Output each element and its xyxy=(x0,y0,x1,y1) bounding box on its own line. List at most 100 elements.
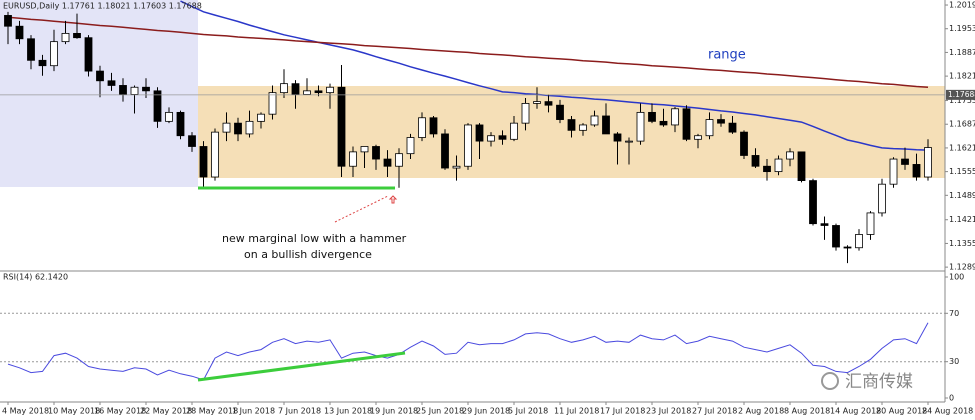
x-tick-label: 10 May 2018 xyxy=(48,407,100,416)
candle-body xyxy=(648,111,656,122)
candle-body xyxy=(613,133,622,142)
candle-body xyxy=(383,158,392,167)
candle-body xyxy=(257,113,265,122)
candle-body xyxy=(889,158,898,185)
candle-body xyxy=(337,86,346,167)
x-tick-label: 29 Jun 2018 xyxy=(462,407,510,416)
pointer-line xyxy=(334,195,389,223)
annotation: new marginal low with a hammer xyxy=(222,232,407,245)
candle-body xyxy=(521,103,530,124)
y-tick-label: 1.15550 xyxy=(949,167,975,176)
candle-body xyxy=(682,108,691,140)
candle-body xyxy=(694,135,702,140)
candle-body xyxy=(176,111,185,137)
candle-body xyxy=(567,119,576,131)
candle-body xyxy=(797,151,806,181)
moving-average xyxy=(7,16,929,88)
candle-body xyxy=(556,104,564,120)
candle-body xyxy=(418,117,426,138)
candle-body xyxy=(763,165,771,173)
rsi-line xyxy=(7,322,929,381)
candle-body xyxy=(406,137,415,155)
candle-body xyxy=(303,90,311,95)
candle-body xyxy=(912,164,921,178)
candle-body xyxy=(107,80,116,86)
candle-body xyxy=(728,122,737,133)
y-tick-label: 1.17530 xyxy=(949,96,975,105)
candle-body xyxy=(878,183,886,214)
candle-body xyxy=(924,147,932,178)
arrow-icon xyxy=(388,195,398,204)
candle-body xyxy=(533,101,541,104)
candle-body xyxy=(165,111,173,122)
rsi-title: RSI(14) 62.1420 xyxy=(3,273,68,282)
candle-body xyxy=(188,135,196,147)
candle-body xyxy=(27,38,35,61)
candle-body xyxy=(740,131,748,156)
candle-body xyxy=(245,120,254,135)
x-tick-label: 19 Jun 2018 xyxy=(370,407,418,416)
x-tick-label: 28 May 2018 xyxy=(186,407,238,416)
candle-body xyxy=(130,86,139,95)
candle-body xyxy=(659,120,668,126)
candle-body xyxy=(280,83,288,94)
x-tick-label: 27 Jul 2018 xyxy=(692,407,737,416)
candle-body xyxy=(153,90,162,122)
y-tick-label: 1.12890 xyxy=(949,263,975,272)
x-tick-label: 13 Jun 2018 xyxy=(324,407,372,416)
y-tick-label: 0 xyxy=(949,394,954,403)
candle-body xyxy=(268,92,277,115)
y-tick-label: 100 xyxy=(949,273,964,282)
candle-body xyxy=(314,90,323,94)
candle-body xyxy=(901,158,909,165)
candle-body xyxy=(395,153,403,167)
candle-body xyxy=(464,124,472,167)
annotation: on a bullish divergence xyxy=(244,248,372,261)
candle-body xyxy=(142,86,150,92)
candle-body xyxy=(855,234,863,249)
candle-body xyxy=(866,212,875,235)
candle-body xyxy=(119,85,127,95)
last-price-label: 1.17688 xyxy=(948,90,975,99)
x-tick-label: 22 May 2018 xyxy=(140,407,192,416)
x-tick-label: 7 Jun 2018 xyxy=(278,407,321,416)
candle-body xyxy=(751,155,760,167)
candle-body xyxy=(15,25,24,40)
y-tick-label: 1.19530 xyxy=(949,24,975,33)
divergence-line xyxy=(197,351,406,382)
candle-body xyxy=(579,124,587,131)
last-price-box xyxy=(946,89,975,100)
candle-body xyxy=(820,223,829,226)
candle-body xyxy=(326,86,334,94)
x-tick-label: 2 Aug 2018 xyxy=(738,407,784,416)
candle-body xyxy=(84,37,93,72)
annotation: range xyxy=(708,48,746,63)
candle-body xyxy=(510,122,518,140)
watermark: 汇商传媒 xyxy=(845,372,913,392)
y-tick-label: 1.13550 xyxy=(949,239,975,248)
candle-body xyxy=(38,59,47,67)
candle-body xyxy=(475,124,484,142)
candle-body xyxy=(498,135,507,140)
y-tick-label: 30 xyxy=(949,357,959,366)
x-tick-label: 5 Jul 2018 xyxy=(508,407,548,416)
x-tick-label: 8 Aug 2018 xyxy=(784,407,830,416)
candle-body xyxy=(636,111,645,142)
y-tick-label: 1.18870 xyxy=(949,48,975,57)
candle-body xyxy=(452,165,461,169)
x-tick-label: 14 Aug 2018 xyxy=(830,407,881,416)
y-tick-label: 1.14890 xyxy=(949,191,975,200)
candle-body xyxy=(291,83,300,95)
y-tick-label: 1.20190 xyxy=(949,1,975,10)
candle-body xyxy=(625,140,633,143)
candle-body xyxy=(705,119,714,137)
candle-body xyxy=(61,32,70,43)
candle-body xyxy=(717,119,725,124)
y-tick-label: 70 xyxy=(949,309,959,318)
candle-body xyxy=(73,32,81,39)
candle-body xyxy=(96,70,104,82)
candle-body xyxy=(429,117,438,135)
y-tick-label: 1.14210 xyxy=(949,215,975,224)
